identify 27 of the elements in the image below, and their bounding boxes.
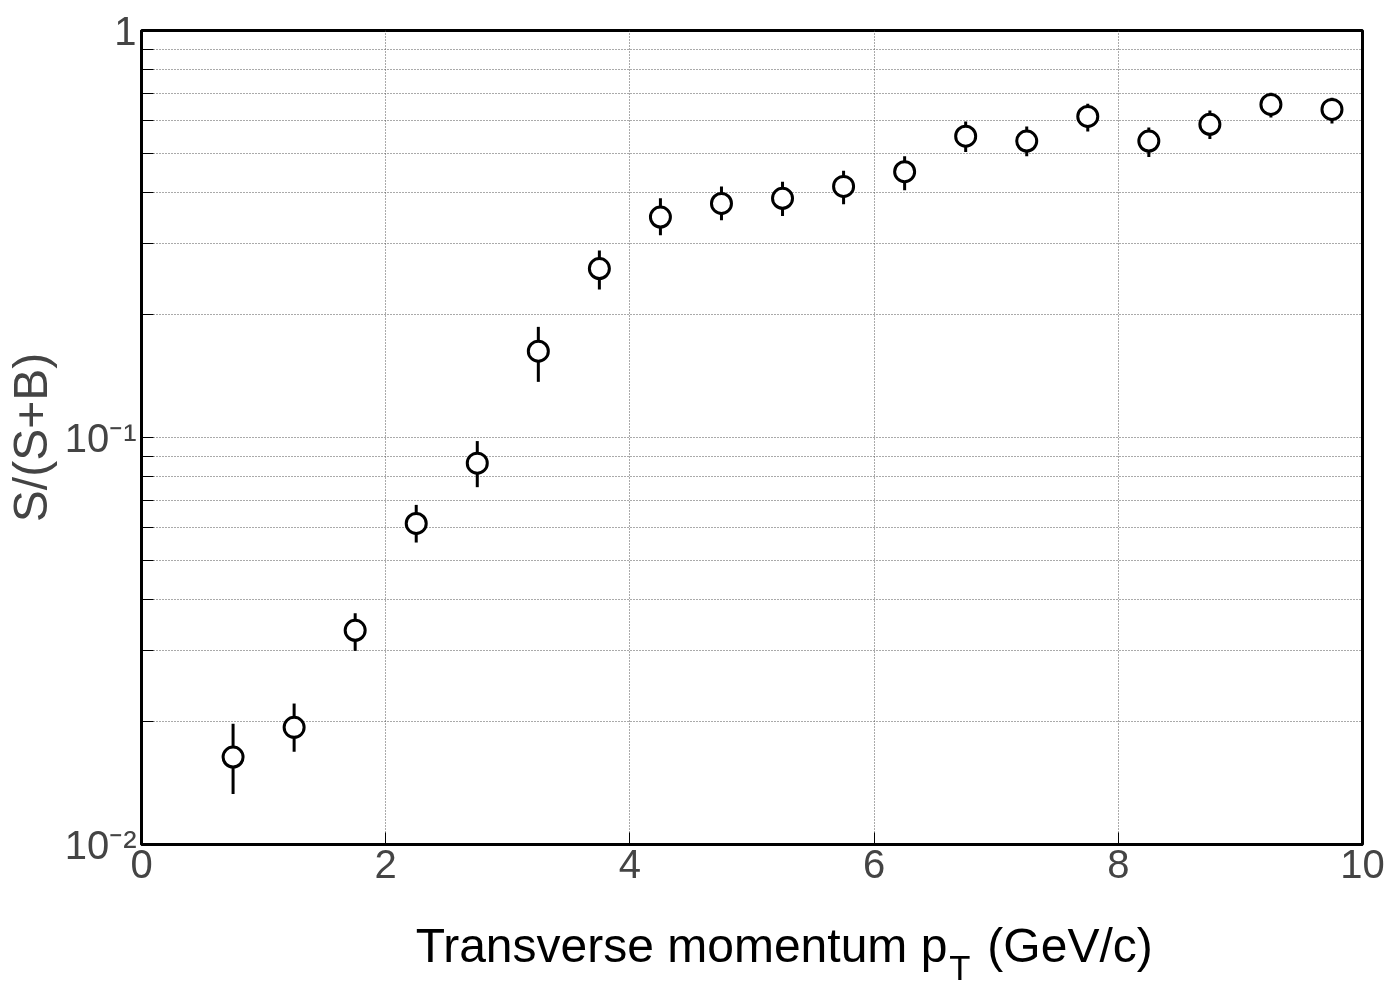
point [1259, 93, 1283, 116]
point [1015, 129, 1039, 153]
point [404, 511, 428, 535]
y-tick-label: 1 [114, 8, 137, 53]
point [1320, 97, 1344, 121]
point [343, 618, 367, 642]
x-tick-label: 4 [618, 841, 642, 886]
point [832, 174, 856, 198]
point [1137, 129, 1161, 153]
point [954, 124, 978, 148]
x-tick-label: 8 [1107, 841, 1130, 886]
y-tick-label: 10⁻¹ [64, 415, 137, 460]
x-tick-label: 2 [374, 841, 397, 886]
point [648, 205, 672, 229]
point [587, 257, 611, 281]
point [709, 191, 733, 215]
point [526, 339, 550, 363]
point [1076, 104, 1100, 128]
point [893, 160, 917, 184]
point [221, 745, 245, 769]
point [771, 186, 795, 210]
y-axis-title: S/(S+B) [3, 352, 57, 523]
point [1198, 112, 1222, 136]
point [282, 715, 306, 739]
x-tick-label: 6 [862, 841, 886, 886]
point [465, 451, 489, 475]
x-tick-label: 10 [1340, 841, 1385, 886]
